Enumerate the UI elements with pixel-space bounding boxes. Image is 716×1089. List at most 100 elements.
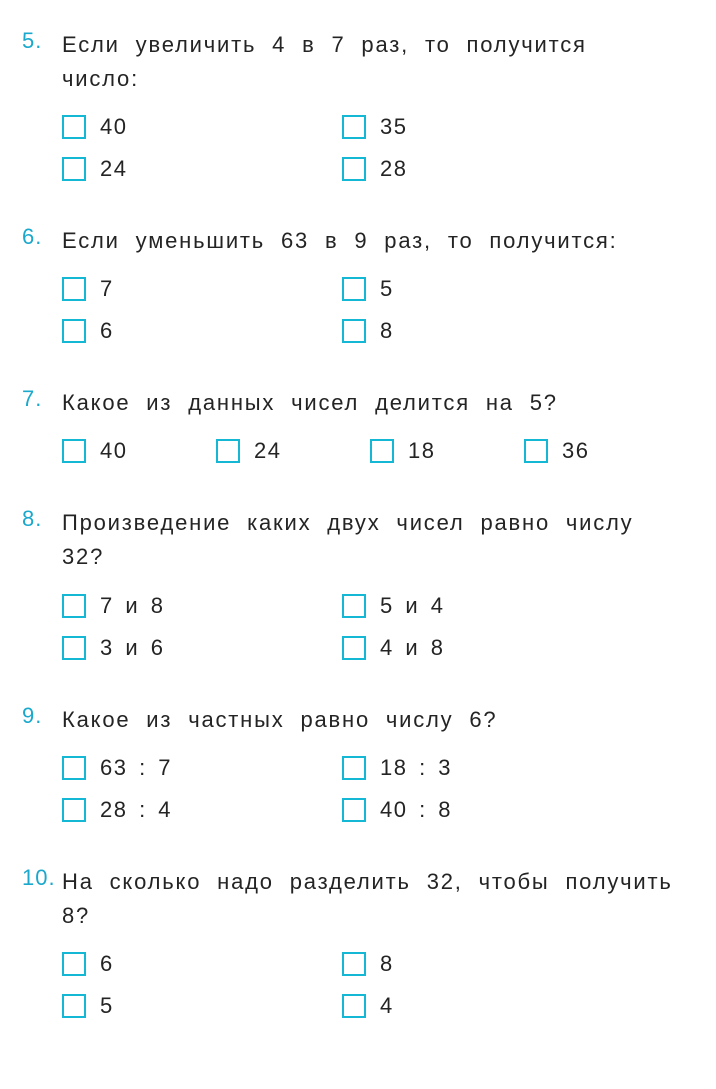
answer-option[interactable]: 28: [342, 156, 678, 182]
option-label: 40 : 8: [380, 797, 452, 823]
options-container: 40 24 18 36: [62, 438, 678, 464]
option-label: 8: [380, 951, 394, 977]
checkbox-icon[interactable]: [524, 439, 548, 463]
answer-option[interactable]: 4: [342, 993, 678, 1019]
options-container: 6 8 5 4: [62, 951, 678, 1019]
checkbox-icon[interactable]: [370, 439, 394, 463]
question-block: 6.Если уменьшить 63 в 9 раз, то получитс…: [22, 224, 678, 344]
answer-option[interactable]: 7 и 8: [62, 593, 342, 619]
checkbox-icon[interactable]: [62, 994, 86, 1018]
answer-option[interactable]: 28 : 4: [62, 797, 342, 823]
question-text: Если уменьшить 63 в 9 раз, то получится:: [62, 224, 678, 258]
question-row: 10.На сколько надо разделить 32, чтобы п…: [22, 865, 678, 933]
answer-option[interactable]: 63 : 7: [62, 755, 342, 781]
answer-option[interactable]: 40: [62, 438, 216, 464]
options-container: 63 : 7 18 : 3 28 : 4 40 : 8: [62, 755, 678, 823]
checkbox-icon[interactable]: [62, 636, 86, 660]
option-label: 24: [100, 156, 127, 182]
answer-option[interactable]: 5: [342, 276, 678, 302]
option-label: 6: [100, 318, 114, 344]
checkbox-icon[interactable]: [216, 439, 240, 463]
option-label: 8: [380, 318, 394, 344]
option-label: 5: [100, 993, 114, 1019]
checkbox-icon[interactable]: [62, 439, 86, 463]
question-row: 6.Если уменьшить 63 в 9 раз, то получитс…: [22, 224, 678, 258]
question-number: 7.: [22, 386, 62, 412]
option-label: 35: [380, 114, 407, 140]
question-number: 10.: [22, 865, 62, 891]
answer-option[interactable]: 24: [62, 156, 342, 182]
checkbox-icon[interactable]: [342, 952, 366, 976]
checkbox-icon[interactable]: [342, 594, 366, 618]
checkbox-icon[interactable]: [62, 952, 86, 976]
checkbox-icon[interactable]: [62, 115, 86, 139]
question-row: 9.Какое из частных равно числу 6?: [22, 703, 678, 737]
question-text: Какое из частных равно числу 6?: [62, 703, 678, 737]
option-label: 6: [100, 951, 114, 977]
answer-option[interactable]: 4 и 8: [342, 635, 678, 661]
option-label: 24: [254, 438, 281, 464]
checkbox-icon[interactable]: [62, 157, 86, 181]
option-label: 5: [380, 276, 394, 302]
question-row: 8.Произведение каких двух чисел равно чи…: [22, 506, 678, 574]
question-text: На сколько надо разделить 32, чтобы полу…: [62, 865, 678, 933]
question-number: 8.: [22, 506, 62, 532]
question-number: 5.: [22, 28, 62, 54]
answer-option[interactable]: 3 и 6: [62, 635, 342, 661]
option-label: 5 и 4: [380, 593, 444, 619]
option-label: 7 и 8: [100, 593, 164, 619]
answer-option[interactable]: 6: [62, 318, 342, 344]
checkbox-icon[interactable]: [342, 798, 366, 822]
answer-option[interactable]: 40 : 8: [342, 797, 678, 823]
question-number: 6.: [22, 224, 62, 250]
answer-option[interactable]: 5 и 4: [342, 593, 678, 619]
question-row: 5.Если увеличить 4 в 7 раз, то получится…: [22, 28, 678, 96]
option-label: 28 : 4: [100, 797, 172, 823]
option-label: 40: [100, 438, 127, 464]
answer-option[interactable]: 7: [62, 276, 342, 302]
answer-option[interactable]: 24: [216, 438, 370, 464]
option-label: 3 и 6: [100, 635, 164, 661]
answer-option[interactable]: 8: [342, 318, 678, 344]
answer-option[interactable]: 8: [342, 951, 678, 977]
question-number: 9.: [22, 703, 62, 729]
answer-option[interactable]: 36: [524, 438, 678, 464]
question-row: 7.Какое из данных чисел делится на 5?: [22, 386, 678, 420]
question-text: Какое из данных чисел делится на 5?: [62, 386, 678, 420]
answer-option[interactable]: 18 : 3: [342, 755, 678, 781]
answer-option[interactable]: 5: [62, 993, 342, 1019]
checkbox-icon[interactable]: [342, 319, 366, 343]
checkbox-icon[interactable]: [342, 277, 366, 301]
checkbox-icon[interactable]: [342, 157, 366, 181]
option-label: 18 : 3: [380, 755, 452, 781]
answer-option[interactable]: 18: [370, 438, 524, 464]
question-text: Если увеличить 4 в 7 раз, то получится ч…: [62, 28, 678, 96]
question-block: 7.Какое из данных чисел делится на 5? 40 2…: [22, 386, 678, 464]
checkbox-icon[interactable]: [342, 636, 366, 660]
question-block: 10.На сколько надо разделить 32, чтобы п…: [22, 865, 678, 1019]
checkbox-icon[interactable]: [342, 756, 366, 780]
checkbox-icon[interactable]: [342, 994, 366, 1018]
options-container: 7 и 8 5 и 4 3 и 6 4 и 8: [62, 593, 678, 661]
checkbox-icon[interactable]: [62, 798, 86, 822]
question-block: 5.Если увеличить 4 в 7 раз, то получится…: [22, 28, 678, 182]
option-label: 4 и 8: [380, 635, 444, 661]
checkbox-icon[interactable]: [62, 594, 86, 618]
answer-option[interactable]: 35: [342, 114, 678, 140]
option-label: 4: [380, 993, 394, 1019]
checkbox-icon[interactable]: [62, 319, 86, 343]
question-text: Произведение каких двух чисел равно числ…: [62, 506, 678, 574]
question-block: 9.Какое из частных равно числу 6? 63 : 7 1…: [22, 703, 678, 823]
answer-option[interactable]: 6: [62, 951, 342, 977]
checkbox-icon[interactable]: [62, 756, 86, 780]
options-container: 40 35 24 28: [62, 114, 678, 182]
checkbox-icon[interactable]: [342, 115, 366, 139]
option-label: 36: [562, 438, 589, 464]
answer-option[interactable]: 40: [62, 114, 342, 140]
option-label: 7: [100, 276, 114, 302]
question-block: 8.Произведение каких двух чисел равно чи…: [22, 506, 678, 660]
option-label: 28: [380, 156, 407, 182]
options-container: 7 5 6 8: [62, 276, 678, 344]
option-label: 18: [408, 438, 435, 464]
checkbox-icon[interactable]: [62, 277, 86, 301]
